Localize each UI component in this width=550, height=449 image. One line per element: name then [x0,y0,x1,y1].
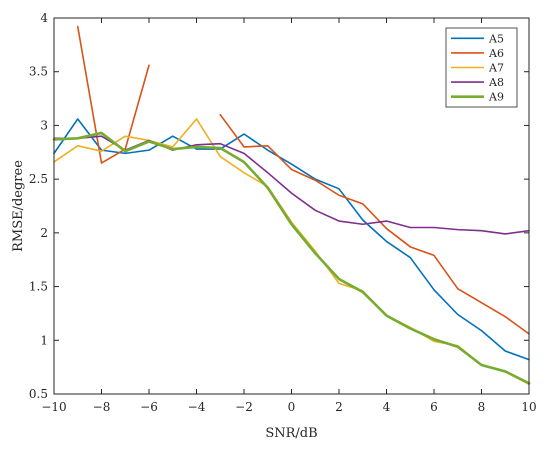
series-layer [52,25,531,386]
x-tick-label: −2 [235,400,253,414]
y-tick-label: 2.5 [29,172,48,186]
y-tick-label: 1.5 [29,280,48,294]
x-tick-label: −4 [188,400,206,414]
series-line-a6 [76,25,150,164]
x-tick-label: 10 [521,400,536,414]
legend-label-a7: A7 [488,62,504,75]
x-axis-label: SNR/dB [265,426,317,441]
x-tick-label: −6 [140,400,158,414]
x-tick-label: −8 [93,400,111,414]
x-tick-label: 0 [288,400,296,414]
ticks-layer: −10 −8 −6 −4 −2 0 2 4 6 8 10 0.5 1 1.5 2 2.5 3 3.5 4 [29,11,537,414]
y-tick-label: 3.5 [29,65,48,79]
y-tick-label: 3 [40,118,48,132]
series-line-a6 [219,113,530,335]
y-tick-label: 1 [40,333,48,347]
y-axis-label: RMSE/degree [11,160,26,252]
legend-label-a6: A6 [488,47,504,60]
y-tick-label: 4 [40,11,48,25]
y-tick-label: 2 [40,226,48,240]
x-tick-label: 4 [383,400,391,414]
legend-label-a8: A8 [488,76,504,89]
x-tick-label: 2 [335,400,343,414]
x-tick-label: −10 [41,400,66,414]
y-tick-label: 0.5 [29,387,48,401]
series-line-a9 [52,131,531,385]
x-tick-label: 8 [478,400,486,414]
series-line-a5 [53,118,530,361]
legend-label-a9: A9 [488,91,504,104]
legend-label-a5: A5 [488,32,504,45]
x-tick-label: 6 [430,400,438,414]
